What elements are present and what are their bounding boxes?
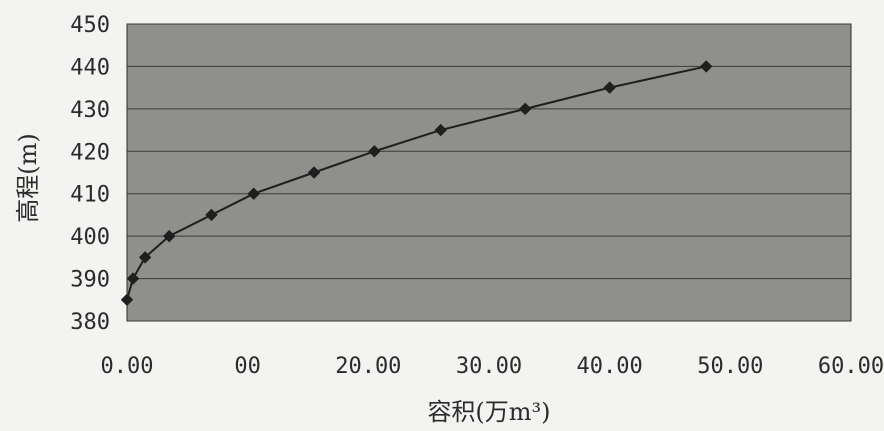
y-tick-label-5: 430 (70, 98, 110, 123)
y-tick-label-0: 380 (70, 310, 110, 335)
series-layer (120, 60, 713, 306)
x-tick-label-1: 00 (234, 354, 261, 379)
y-tick-label-1: 390 (70, 268, 110, 293)
data-point-7 (368, 145, 381, 158)
data-point-1 (126, 272, 140, 285)
x-tick-label-5: 50.00 (697, 354, 763, 379)
x-tick-label-2: 20.00 (335, 354, 401, 379)
x-tick-label-0: 0.00 (101, 354, 154, 379)
x-axis-title: 容积(万m³) (427, 398, 550, 426)
x-tick-label-6: 60.00 (818, 354, 884, 379)
y-tick-label-2: 400 (70, 225, 110, 250)
series-0 (120, 60, 713, 306)
data-point-10 (603, 81, 616, 94)
y-tick-label-6: 440 (70, 55, 110, 80)
data-point-5 (247, 187, 260, 200)
x-axis-ticks: 0.00 00 20.00 30.00 40.00 50.00 60.00 (101, 354, 884, 379)
plot-area (126, 23, 852, 322)
data-point-9 (518, 102, 532, 116)
data-point-11 (699, 60, 713, 73)
data-point-8 (434, 123, 447, 137)
y-tick-label-4: 420 (70, 140, 110, 165)
data-point-6 (307, 166, 321, 179)
y-tick-label-7: 450 (70, 13, 110, 38)
y-axis-ticks: 380 390 400 410 420 430 440 450 (70, 13, 110, 335)
data-point-4 (205, 208, 218, 222)
x-tick-label-3: 30.00 (456, 354, 522, 379)
data-point-0 (120, 293, 134, 306)
data-point-2 (138, 251, 152, 264)
x-tick-label-4: 40.00 (577, 354, 643, 379)
data-point-3 (163, 229, 176, 243)
y-axis-title: 高程(m) (14, 133, 42, 222)
y-tick-label-3: 410 (70, 183, 110, 208)
